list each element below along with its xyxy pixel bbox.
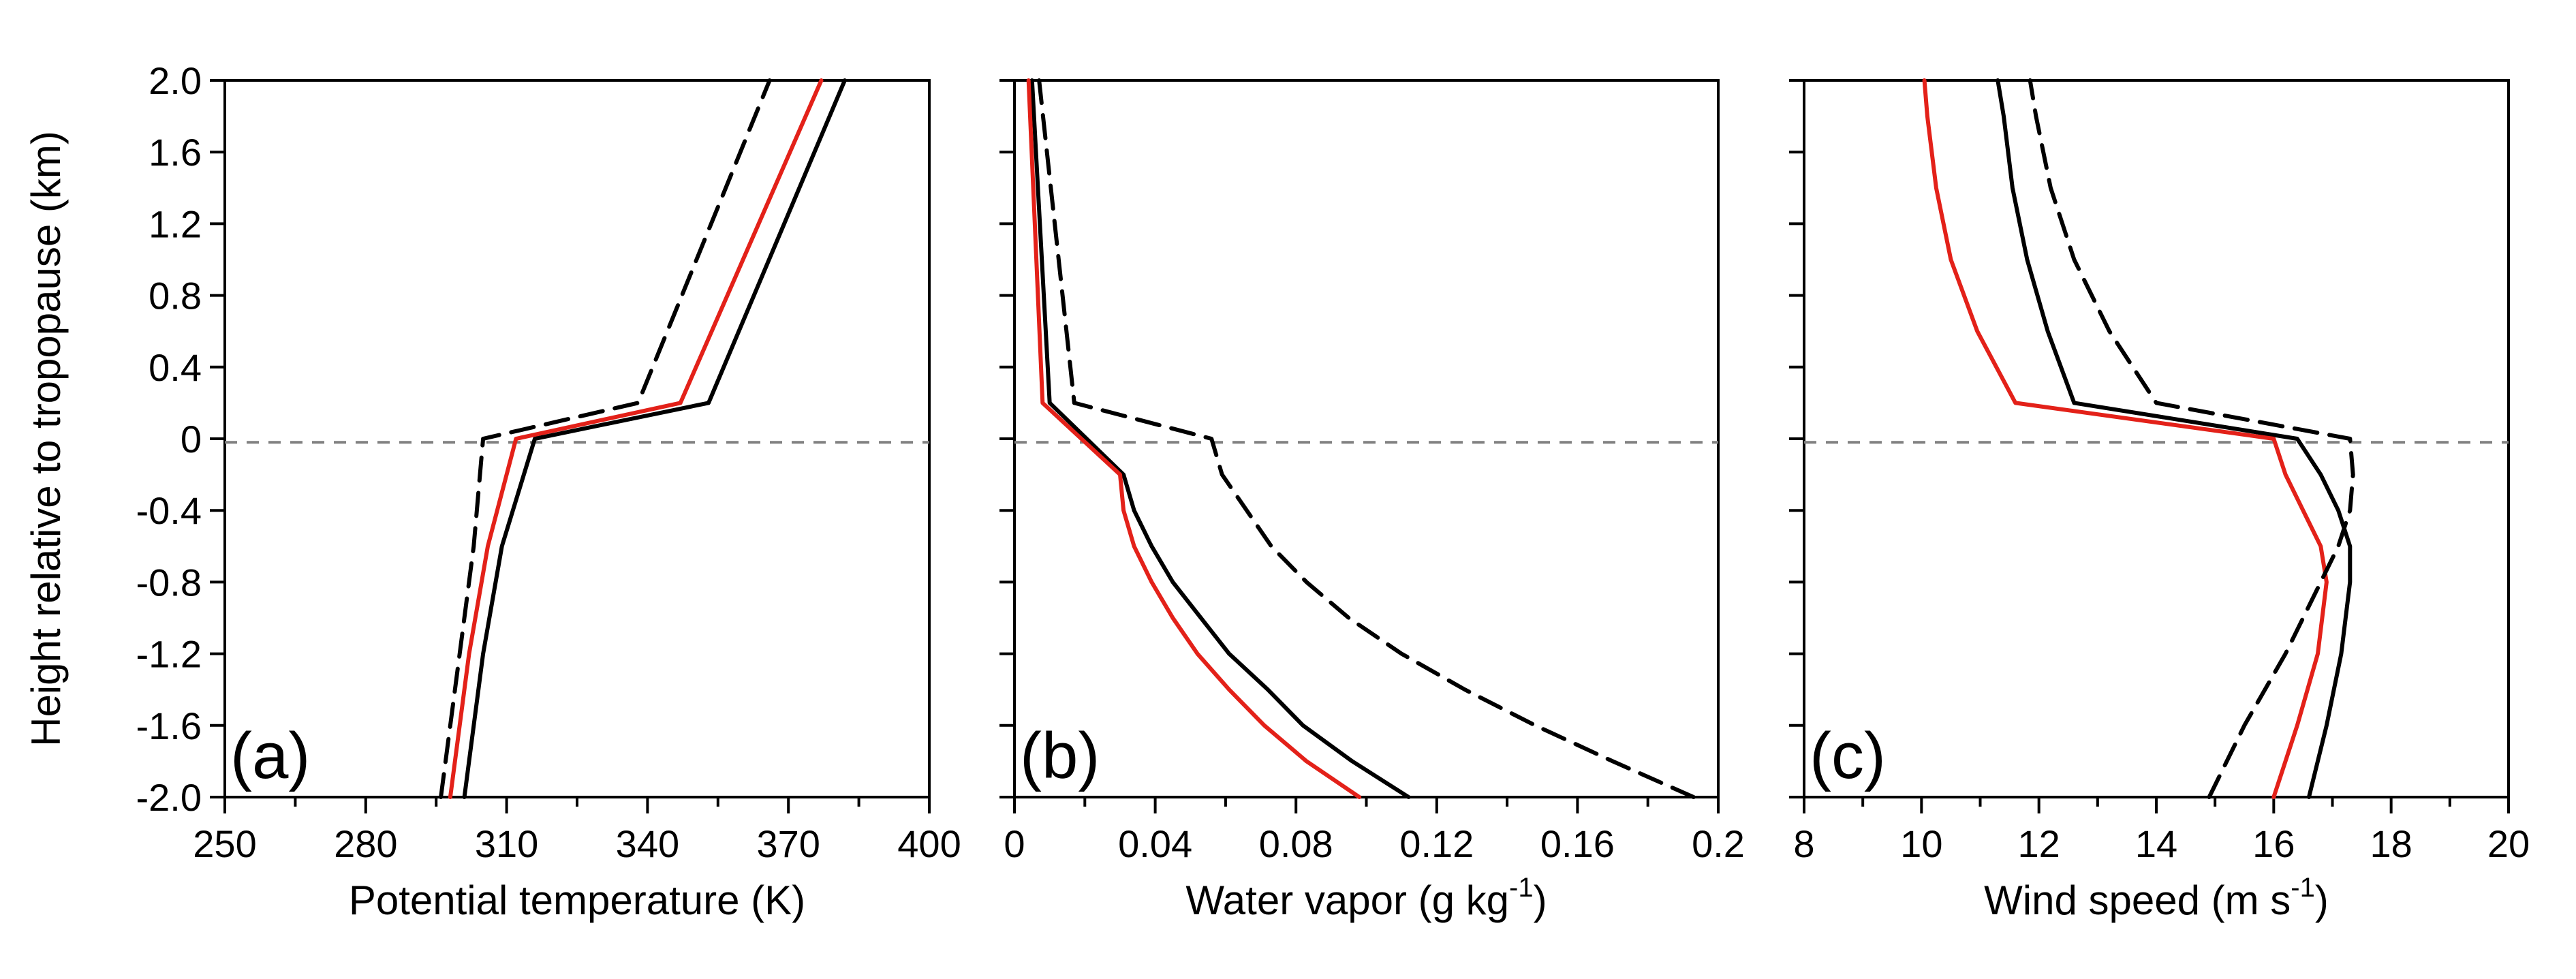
x-tick-label: 0.2 xyxy=(1692,822,1745,865)
x-tick-label: 310 xyxy=(475,822,538,865)
y-tick-label: -2.0 xyxy=(136,776,202,819)
x-axis-title: Water vapor (g kg-1) xyxy=(1185,873,1547,923)
panel-label: (a) xyxy=(230,719,310,792)
series-line-black-dashed xyxy=(2028,78,2355,799)
x-tick-label: 18 xyxy=(2370,822,2412,865)
series-line-red xyxy=(1026,78,1362,799)
plot-frame xyxy=(223,79,931,798)
series-line-black-dashed xyxy=(439,78,772,799)
y-tick-label: -1.2 xyxy=(136,633,202,676)
x-tick-label: 0 xyxy=(1004,822,1025,865)
y-axis-title: Height relative to tropopause (km) xyxy=(23,131,69,747)
panel-label: (c) xyxy=(1810,719,1886,792)
x-axis-title: Wind speed (m s-1) xyxy=(1984,873,2329,923)
x-tick-label: 20 xyxy=(2487,822,2530,865)
series-line-black-solid xyxy=(1029,78,1411,799)
x-tick-label: 16 xyxy=(2252,822,2295,865)
x-tick-label: 400 xyxy=(897,822,961,865)
x-tick-label: 0.08 xyxy=(1259,822,1333,865)
series-line-black-solid xyxy=(462,78,847,799)
series-line-black-dashed xyxy=(1037,78,1696,799)
x-tick-label: 10 xyxy=(1900,822,1942,865)
y-tick-label: 2.0 xyxy=(149,59,202,102)
y-tick-label: -0.8 xyxy=(136,561,202,604)
y-tick-label: 1.2 xyxy=(149,202,202,245)
y-tick-label: 0.4 xyxy=(149,346,202,389)
x-tick-label: 370 xyxy=(756,822,820,865)
x-tick-label: 250 xyxy=(193,822,256,865)
x-tick-label: 340 xyxy=(616,822,679,865)
y-tick-label: -0.4 xyxy=(136,489,202,532)
x-axis-title: Potential temperature (K) xyxy=(349,877,805,923)
plot-frame xyxy=(1803,79,2510,798)
y-tick-label: 1.6 xyxy=(149,131,202,174)
x-tick-label: 280 xyxy=(334,822,397,865)
plot-frame xyxy=(1013,79,1720,798)
series-line-black-solid xyxy=(1996,78,2353,799)
series-line-red xyxy=(448,78,824,799)
panel-b: 0 0.04 0.08 0.12 0.16 0.2 Water vapor (g kg-1)… xyxy=(999,78,1745,923)
series-line-red xyxy=(1922,78,2329,799)
y-tick-label: -1.6 xyxy=(136,704,202,747)
x-tick-label: 0.04 xyxy=(1118,822,1192,865)
panel-c: 8 10 12 14 16 18 20 Wind speed (m s-1) (c) xyxy=(1789,78,2530,923)
x-tick-label: 12 xyxy=(2018,822,2060,865)
y-tick-label: 0 xyxy=(181,418,202,461)
x-tick-label: 0.12 xyxy=(1399,822,1474,865)
x-tick-label: 0.16 xyxy=(1540,822,1615,865)
x-tick-label: 8 xyxy=(1793,822,1814,865)
panel-label: (b) xyxy=(1020,719,1100,792)
y-tick-label: 0.8 xyxy=(149,275,202,317)
x-tick-label: 14 xyxy=(2135,822,2177,865)
